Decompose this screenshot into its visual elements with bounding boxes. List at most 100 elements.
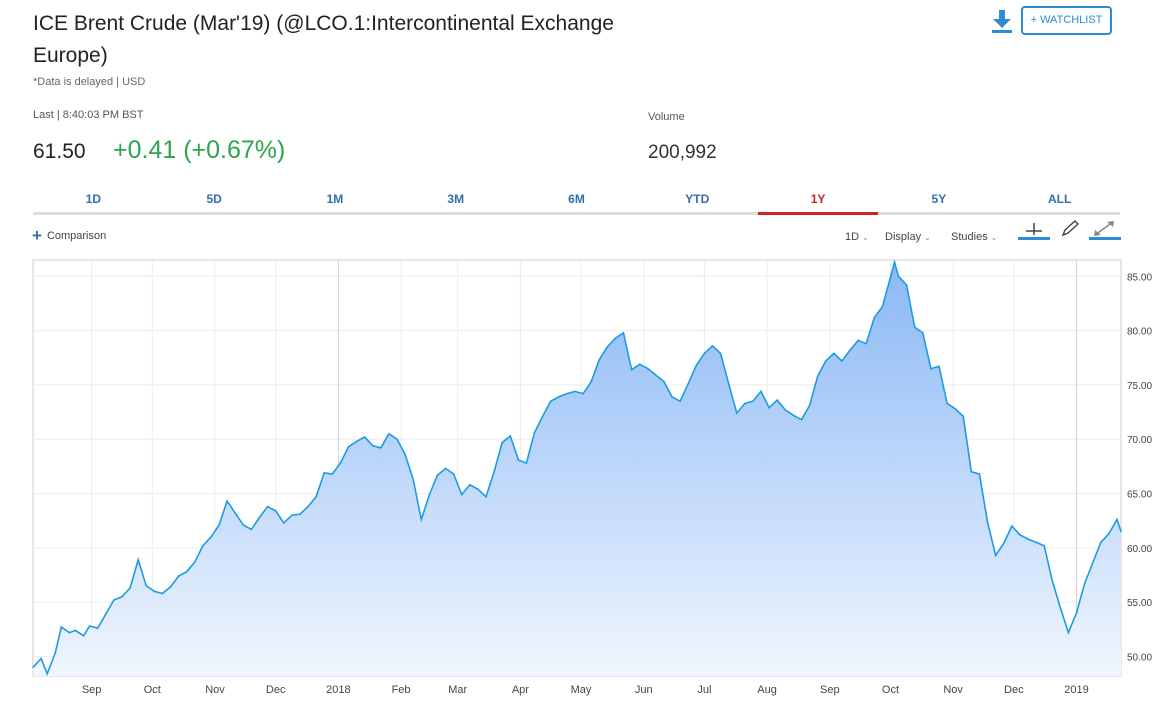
data-point <box>1091 562 1094 564</box>
display-label: Display <box>885 231 922 243</box>
x-tick-label: Dec <box>266 684 286 696</box>
download-icon[interactable] <box>990 8 1014 34</box>
data-point <box>347 446 350 448</box>
x-tick-label: Jul <box>697 684 711 696</box>
data-point <box>177 575 180 577</box>
data-point <box>638 363 641 366</box>
data-point <box>113 599 115 601</box>
data-point <box>776 399 778 401</box>
data-point <box>816 375 819 377</box>
data-point <box>622 332 625 334</box>
x-tick-label: Oct <box>144 684 161 696</box>
x-tick-label: Sep <box>820 684 840 696</box>
data-point <box>501 441 504 444</box>
range-tab-3m[interactable]: 3M <box>447 192 465 206</box>
range-tab-1y[interactable]: 1Y <box>757 190 879 215</box>
data-point <box>695 364 698 367</box>
x-tick-label: Mar <box>448 684 467 696</box>
data-point <box>137 559 139 561</box>
data-point <box>1116 518 1118 521</box>
data-point <box>1043 544 1045 547</box>
data-point <box>121 595 123 598</box>
data-point <box>808 404 811 407</box>
data-point <box>736 412 738 414</box>
data-point <box>614 337 617 339</box>
data-point <box>727 383 730 385</box>
x-tick-label: 2019 <box>1064 684 1088 696</box>
pencil-icon[interactable] <box>1055 220 1087 240</box>
data-point <box>687 383 689 385</box>
data-point <box>533 431 536 434</box>
data-point <box>258 516 261 519</box>
x-tick-label: May <box>571 684 592 696</box>
data-point <box>460 493 463 496</box>
data-point <box>40 657 42 660</box>
range-tab-5d[interactable]: 5D <box>206 192 222 206</box>
data-point <box>469 484 471 486</box>
data-point <box>994 554 997 557</box>
data-point <box>1019 534 1021 536</box>
data-point <box>105 613 107 615</box>
x-tick-label: Nov <box>943 684 963 696</box>
y-tick-label: 50.00 <box>1127 652 1152 663</box>
display-dropdown[interactable]: Display ⌄ <box>885 231 931 243</box>
data-point <box>1075 612 1078 614</box>
studies-dropdown[interactable]: Studies ⌄ <box>951 231 997 243</box>
data-point <box>331 473 334 475</box>
chevron-down-icon: ⌄ <box>990 233 998 242</box>
add-to-watchlist-button[interactable]: + WATCHLIST <box>1021 6 1112 35</box>
data-point <box>355 440 358 443</box>
range-tab-ytd[interactable]: YTD <box>685 192 710 206</box>
y-tick-label: 80.00 <box>1127 327 1152 338</box>
data-point <box>598 359 600 361</box>
range-tab-1d[interactable]: 1D <box>85 192 102 206</box>
range-tab-1m[interactable]: 1M <box>326 192 344 206</box>
data-point <box>590 380 592 383</box>
data-point <box>242 524 245 526</box>
data-point <box>1027 538 1029 540</box>
crosshair-icon[interactable] <box>1018 220 1050 240</box>
data-point <box>1059 606 1062 609</box>
data-point <box>841 360 843 362</box>
data-point <box>477 488 479 490</box>
data-point <box>1035 541 1037 544</box>
data-point <box>1051 579 1053 582</box>
range-tab-5y[interactable]: 5Y <box>931 192 947 206</box>
data-point <box>865 342 867 345</box>
data-point <box>1011 525 1013 527</box>
plus-icon: + <box>32 226 42 245</box>
comparison-label: Comparison <box>46 230 107 242</box>
data-point <box>371 444 374 447</box>
data-point <box>266 505 269 508</box>
comparison-button[interactable]: + Comparison <box>32 226 107 245</box>
data-point <box>274 510 277 512</box>
data-point <box>1120 530 1122 533</box>
y-tick-label: 55.00 <box>1127 598 1152 609</box>
y-tick-label: 85.00 <box>1127 272 1152 283</box>
interval-dropdown[interactable]: 1D ⌄ <box>845 231 869 243</box>
range-tab-all[interactable]: ALL <box>1047 192 1072 206</box>
price-chart[interactable]: 85.00 80.00 75.00 70.00 65.00 60.00 55.00 50.00… <box>0 255 1174 710</box>
studies-label: Studies <box>951 231 988 243</box>
data-point <box>323 472 326 474</box>
data-point <box>1083 582 1086 585</box>
data-point <box>153 590 156 593</box>
interval-label: 1D <box>845 231 860 243</box>
data-point <box>396 438 398 440</box>
x-tick-label: Sep <box>82 684 102 696</box>
data-point <box>54 652 56 654</box>
data-delay-note: *Data is delayed | USD <box>33 76 146 88</box>
data-point <box>226 500 228 502</box>
data-point <box>913 326 916 329</box>
expand-icon[interactable] <box>1089 220 1121 240</box>
range-tab-6m[interactable]: 6M <box>568 192 585 206</box>
data-point <box>82 635 85 637</box>
data-point <box>978 473 981 475</box>
data-point <box>493 471 495 473</box>
data-point <box>169 586 172 588</box>
data-point <box>986 521 989 523</box>
data-point <box>606 346 609 348</box>
data-point <box>671 396 673 398</box>
data-point <box>582 392 584 395</box>
